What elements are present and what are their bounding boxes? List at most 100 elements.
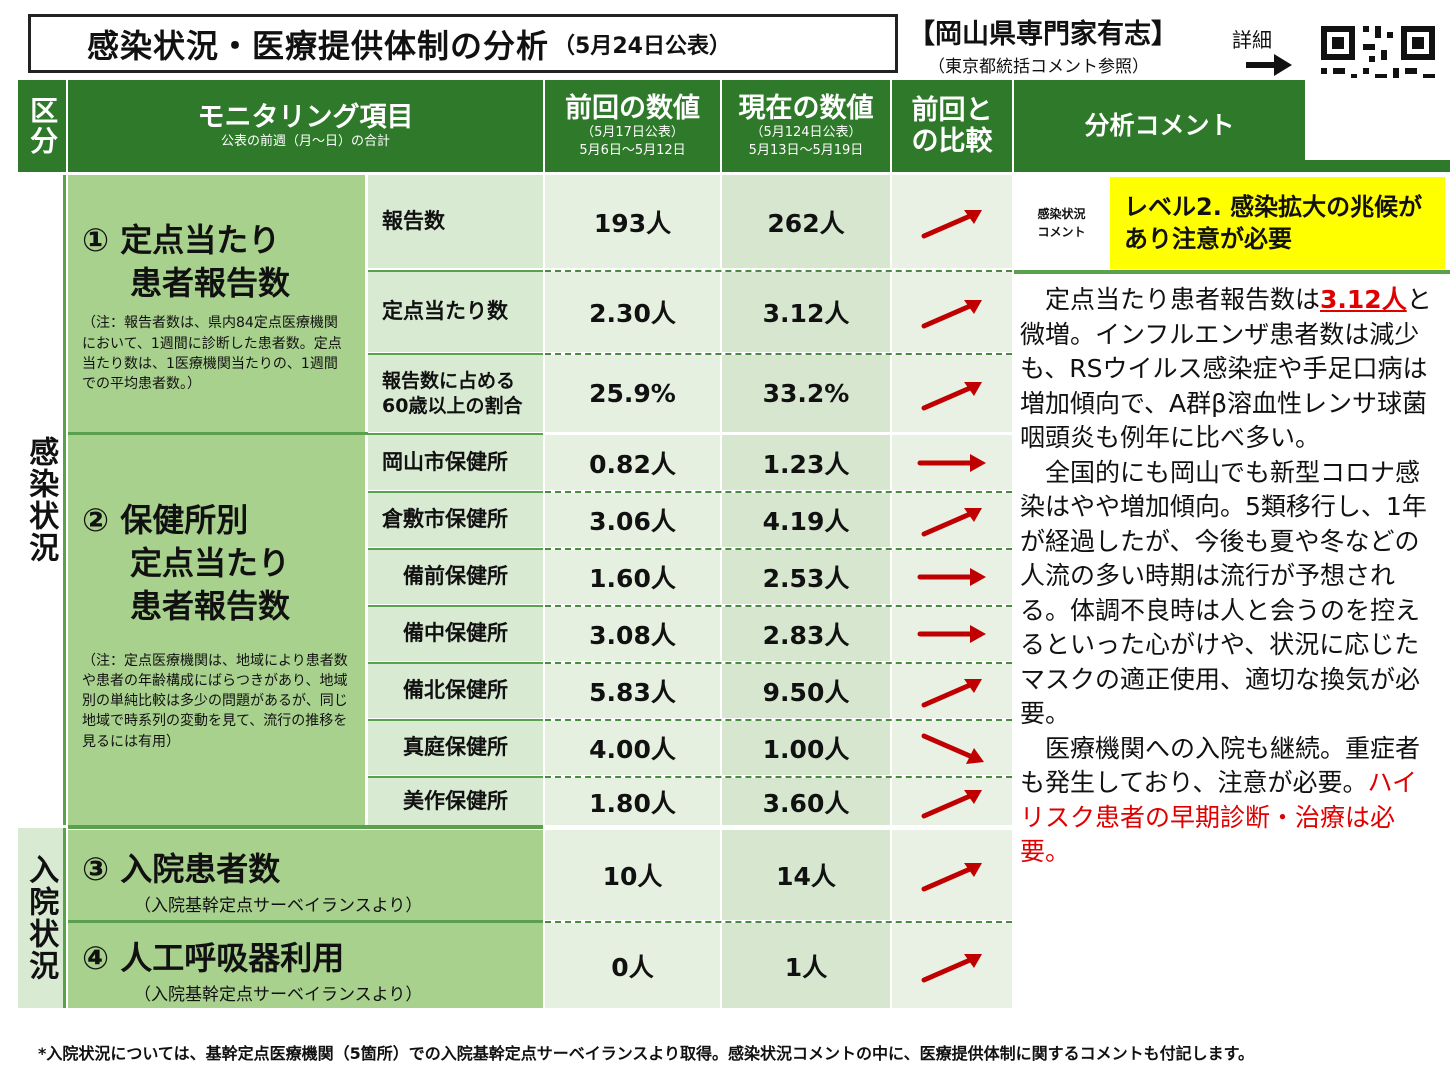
header-compare-l2: の比較 xyxy=(911,126,993,157)
trend-cell xyxy=(892,355,1012,432)
level-badge: レベル2. 感染拡大の兆候があり注意が必要 xyxy=(1110,177,1445,269)
prev-value: 193人 xyxy=(545,175,720,268)
trend-cell xyxy=(892,778,1012,825)
prev-value: 0.82人 xyxy=(545,435,720,490)
header-category: 区分 xyxy=(18,80,66,172)
detail-link[interactable]: 詳細 xyxy=(1232,28,1272,52)
row-divider xyxy=(545,719,1012,721)
prev-value: 3.08人 xyxy=(545,607,720,661)
arrow-head xyxy=(964,863,982,877)
trend-flat-arrow-icon xyxy=(917,568,986,586)
trend-cell xyxy=(892,272,1012,352)
group-4-title: ④ 人工呼吸器利用 xyxy=(82,939,345,977)
curr-value: 2.83人 xyxy=(722,607,890,661)
row-divider xyxy=(545,270,1012,272)
trend-flat-arrow-icon xyxy=(917,625,986,643)
comment-warning: ハイリスク患者の早期診断・治療は必要。 xyxy=(1020,768,1418,866)
separator xyxy=(68,920,543,923)
comment-paragraph-1: 定点当たり患者報告数は3.12人と微増。インフルエンザ患者数は減少も、RSウイル… xyxy=(1020,283,1440,456)
curr-value: 262人 xyxy=(722,175,890,268)
org-name: 【岡山県専門家有志】 xyxy=(908,19,1178,50)
trend-up-arrow-icon xyxy=(921,300,982,329)
row-divider xyxy=(545,921,1012,923)
arrow-head xyxy=(966,748,984,764)
row-8-label: 真庭保健所 xyxy=(368,721,543,775)
trend-cell xyxy=(892,830,1012,920)
prev-value: 25.9% xyxy=(545,355,720,432)
row-divider xyxy=(368,776,543,778)
header-curr-sub1: （5月124日公表） xyxy=(750,124,862,140)
header-prev-sub1: （5月17日公表） xyxy=(581,124,684,140)
row-1-label: 定点当たり数 xyxy=(368,272,543,352)
org-note: （東京都統括コメント参照） xyxy=(928,57,1149,77)
row-0-label: 報告数 xyxy=(368,175,543,268)
section-hospital: 入院状況 xyxy=(18,828,66,1008)
group-2-note: （注：定点医療機関は、地域により患者数や患者の年齢構成にばらつきがあり、地域別の… xyxy=(82,652,348,750)
arrow-head xyxy=(964,953,982,968)
status-label: 感染状況 コメント xyxy=(1015,177,1108,269)
arrow-shaft xyxy=(921,511,973,537)
curr-value: 2.53人 xyxy=(722,550,890,604)
row-6-label: 備中保健所 xyxy=(368,607,543,661)
footnote: *入院状況については、基幹定点医療機関（5箇所）での入院基幹定点サーベイランスよ… xyxy=(38,1044,1254,1063)
prev-value: 0人 xyxy=(545,923,720,1008)
separator xyxy=(68,432,368,435)
prev-value: 4.00人 xyxy=(545,721,720,775)
group-1-title-l2: 患者報告数 xyxy=(130,264,291,303)
curr-value: 3.12人 xyxy=(722,272,890,352)
publish-date: （5月24日公表） xyxy=(553,33,731,59)
header-prev-label: 前回の数値 xyxy=(565,92,700,124)
header-analysis: 分析コメント xyxy=(1014,80,1305,172)
group-2-cell: ② 保健所別 定点当たり 患者報告数 （注：定点医療機関は、地域により患者数や患… xyxy=(68,435,365,825)
trend-cell xyxy=(892,923,1012,1008)
arrow-shaft xyxy=(921,957,973,982)
header-compare: 前回と の比較 xyxy=(892,80,1012,172)
prev-value: 3.06人 xyxy=(545,493,720,547)
arrow-shaft xyxy=(921,213,973,238)
curr-value: 1.00人 xyxy=(722,721,890,775)
row-2-label-l2: 60歳以上の割合 xyxy=(382,394,523,417)
header-curr: 現在の数値 （5月124日公表） 5月13日～5月19日 xyxy=(722,80,890,172)
header-prev: 前回の数値 （5月17日公表） 5月6日～5月12日 xyxy=(545,80,720,172)
arrow-head xyxy=(964,508,982,522)
header-category-label: 区分 xyxy=(26,96,60,156)
comment-text: と微増。インフルエンザ患者数は減少も、RSウイルス感染症や手足口病は増加傾向で、… xyxy=(1020,285,1432,452)
row-7-label: 備北保健所 xyxy=(368,664,543,718)
curr-value: 1.23人 xyxy=(722,435,890,490)
arrow-head xyxy=(964,209,982,224)
arrow-right-icon xyxy=(1246,54,1292,76)
trend-up-arrow-icon xyxy=(921,508,982,537)
trend-cell xyxy=(892,493,1012,547)
header-curr-sub2: 5月13日～5月19日 xyxy=(748,142,864,158)
arrow-shaft xyxy=(921,866,973,892)
group-1-cell: ① 定点当たり 患者報告数 （注：報告者数は、県内84定点医療機関において、1週… xyxy=(68,175,365,432)
row-divider xyxy=(545,353,1012,355)
trend-up-arrow-icon xyxy=(921,381,982,410)
section-infection: 感染状況 xyxy=(18,175,66,825)
trend-up-arrow-icon xyxy=(921,209,982,238)
arrow-shaft xyxy=(921,793,973,818)
trend-cell xyxy=(892,435,1012,490)
row-2-label: 報告数に占める 60歳以上の割合 xyxy=(368,355,543,432)
separator xyxy=(1014,270,1450,274)
group-4-note: （入院基幹定点サーベイランスより） xyxy=(134,985,423,1006)
arrow-head xyxy=(970,453,986,472)
header-prev-sub2: 5月6日～5月12日 xyxy=(579,142,686,158)
curr-value: 4.19人 xyxy=(722,493,890,547)
prev-value: 1.80人 xyxy=(545,778,720,825)
trend-up-arrow-icon xyxy=(921,789,982,818)
status-label-l2: コメント xyxy=(1037,225,1086,239)
row-divider xyxy=(545,776,1012,778)
status-label-l1: 感染状況 xyxy=(1037,207,1086,221)
row-divider xyxy=(368,605,543,607)
arrow-shaft xyxy=(921,385,973,410)
comment-text: 定点当たり患者報告数は xyxy=(1045,285,1321,314)
comment-paragraph-3: 医療機関への入院も継続。重症者も発生しており、注意が必要。ハイリスク患者の早期診… xyxy=(1020,732,1440,870)
comment-paragraph-2: 全国的にも岡山でも新型コロナ感染はやや増加傾向。5類移行し、1年が経過したが、今… xyxy=(1020,456,1440,732)
arrow-head xyxy=(970,568,986,586)
trend-cell xyxy=(892,607,1012,661)
section-hospital-label: 入院状況 xyxy=(23,854,59,982)
separator xyxy=(68,825,543,829)
group-2-title-l1: ② 保健所別 xyxy=(82,501,249,539)
prev-value: 10人 xyxy=(545,830,720,920)
